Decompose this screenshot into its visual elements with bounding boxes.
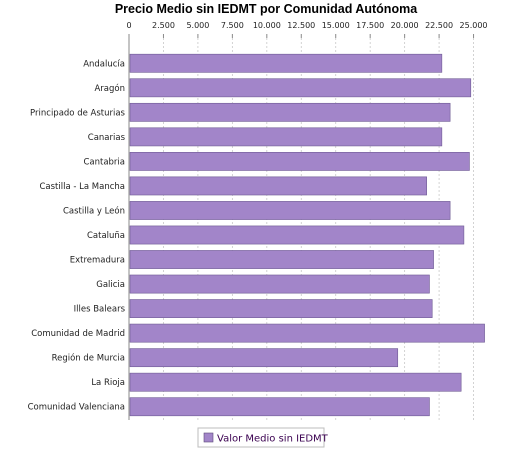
bars	[129, 53, 485, 417]
x-tick-label: 15.000	[322, 21, 350, 30]
bar[interactable]	[129, 201, 451, 220]
category-label: Comunidad Valenciana	[28, 403, 125, 413]
category-labels: Andalucía Aragón Principado de Asturias Can…	[28, 59, 126, 412]
x-tick-label: 2.500	[152, 21, 175, 30]
category-label: Cantabria	[83, 157, 125, 167]
category-label: Castilla y León	[63, 205, 125, 216]
bar[interactable]	[129, 102, 451, 122]
bar[interactable]	[129, 250, 434, 269]
category-label: Canarias	[88, 133, 126, 143]
chart-title: Precio Medio sin IEDMT por Comunidad Aut…	[115, 2, 418, 16]
bar[interactable]	[129, 225, 465, 245]
x-tick-label: 20.000	[391, 21, 419, 30]
category-label: Castilla - La Mancha	[39, 182, 125, 192]
x-tick-label: 5.000	[186, 21, 209, 30]
category-label: Galicia	[96, 280, 125, 290]
x-axis-ticks: 0 2.500 5.000 7.500 10.000 12.500 15.000 17.500…	[126, 21, 488, 38]
bar[interactable]	[129, 176, 427, 196]
bar[interactable]	[129, 274, 430, 294]
bar[interactable]	[129, 299, 433, 318]
category-label: Illes Balears	[74, 305, 126, 315]
bar[interactable]	[129, 372, 462, 392]
category-label: Aragón	[94, 83, 125, 94]
bar[interactable]	[129, 53, 443, 73]
x-tick-label: 25.000	[460, 21, 488, 30]
x-tick-label: 12.500	[287, 21, 315, 30]
x-tick-label: 7.500	[221, 21, 244, 30]
x-tick-label: 22.500	[425, 21, 453, 30]
bar[interactable]	[129, 127, 443, 147]
category-label: Comunidad de Madrid	[31, 329, 125, 339]
category-label: Cataluña	[87, 231, 125, 241]
x-tick-label: 10.000	[253, 21, 281, 30]
bar[interactable]	[129, 152, 470, 171]
category-label: Región de Murcia	[52, 353, 125, 364]
legend-label: Valor Medio sin IEDMT	[217, 434, 329, 445]
bar[interactable]	[129, 397, 430, 417]
bar[interactable]	[129, 323, 485, 343]
category-label: La Rioja	[91, 378, 125, 388]
bar[interactable]	[129, 78, 472, 98]
category-label: Extremadura	[70, 256, 125, 266]
category-label: Principado de Asturias	[30, 108, 126, 118]
bar[interactable]	[129, 348, 399, 368]
legend[interactable]: Valor Medio sin IEDMT	[197, 427, 329, 448]
legend-frame	[197, 427, 325, 448]
legend-swatch	[203, 432, 214, 443]
category-label: Andalucía	[83, 59, 125, 69]
x-tick-label: 17.500	[356, 21, 384, 30]
x-tick-label: 0	[126, 21, 131, 30]
